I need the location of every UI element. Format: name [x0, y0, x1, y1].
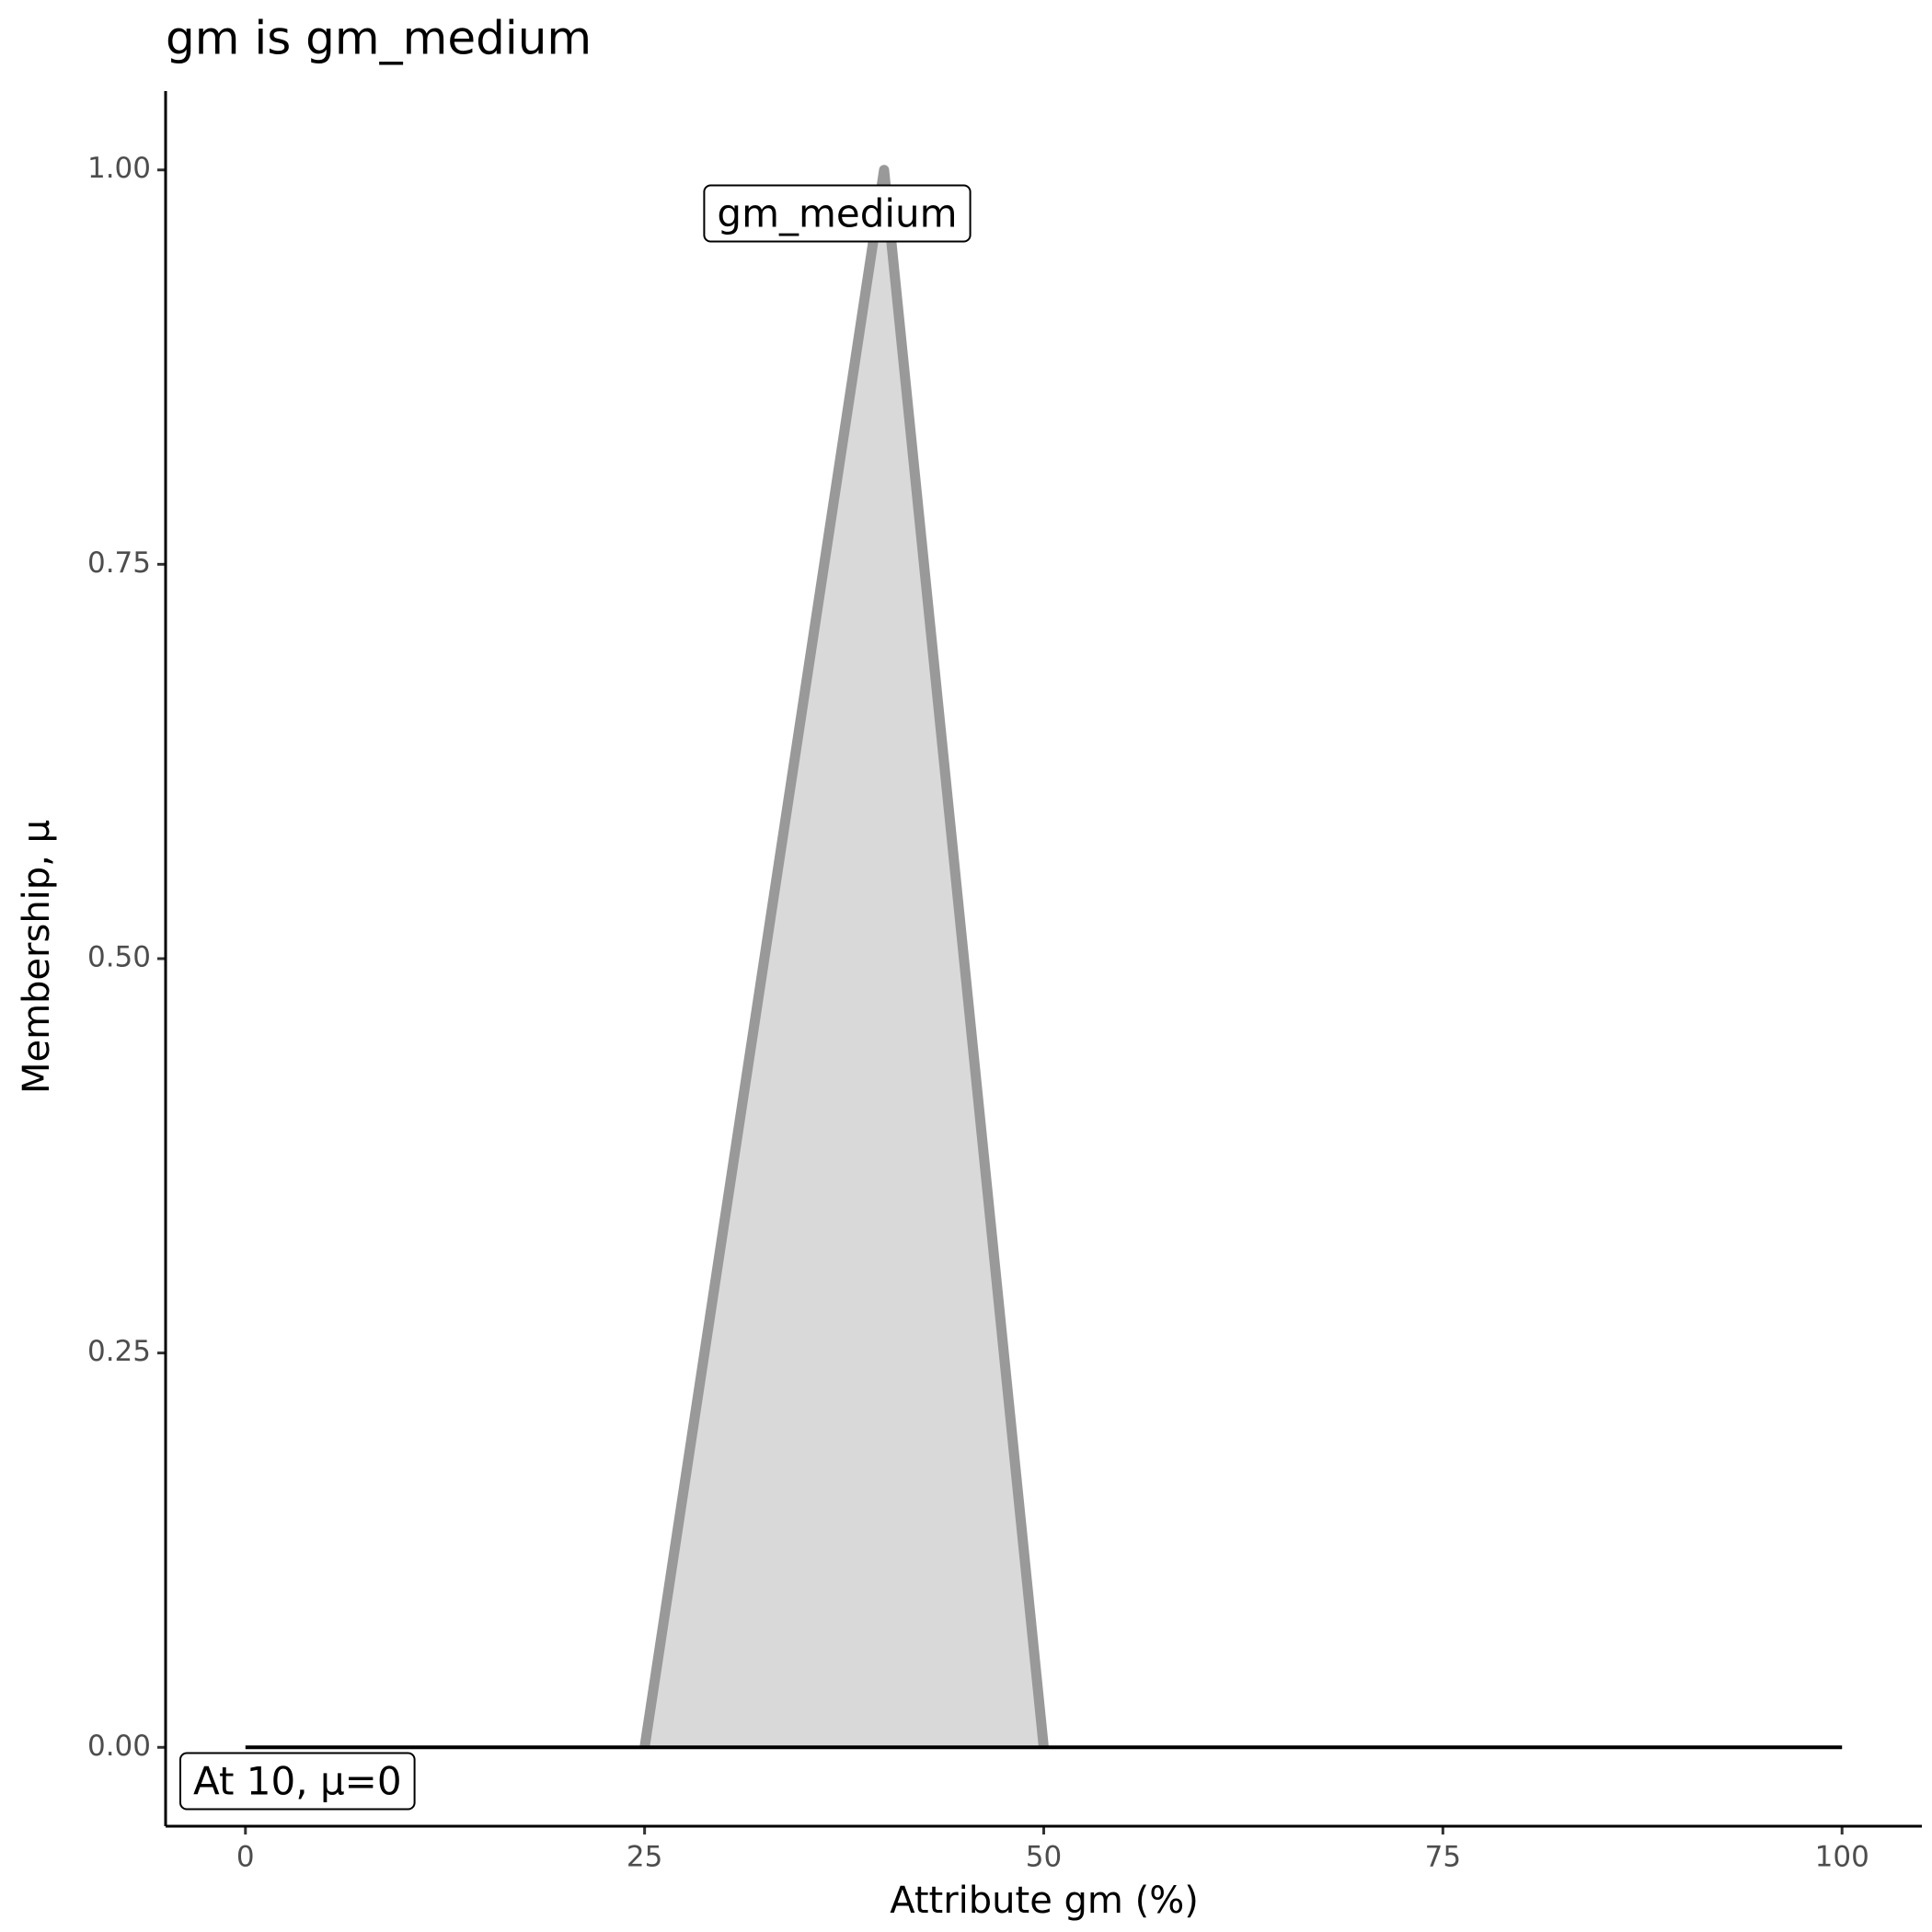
annotation-box [179, 1752, 416, 1811]
area [644, 169, 1044, 1748]
y-axis-title: Membership, μ [16, 820, 58, 1094]
annotation-box [703, 184, 972, 243]
y-tick-label: 1.00 [87, 152, 151, 185]
annotation: gm_medium [717, 191, 957, 236]
x-tick-label: 0 [236, 1841, 255, 1874]
x-tick-label: 100 [1815, 1841, 1869, 1874]
chart-title: gm is gm_medium [166, 12, 592, 65]
y-tick-label: 0.50 [87, 941, 151, 974]
x-tick-label: 50 [1026, 1841, 1062, 1874]
line [639, 165, 1049, 1749]
y-tick-label: 0.00 [87, 1730, 151, 1763]
x-axis-title: Attribute gm (%) [890, 1880, 1199, 1922]
y-tick-label: 0.25 [87, 1335, 151, 1368]
x-tick-label: 25 [627, 1841, 662, 1874]
y-tick-label: 0.75 [87, 546, 151, 580]
x-tick-label: 75 [1425, 1841, 1461, 1874]
annotation: At 10, μ=0 [193, 1759, 402, 1804]
